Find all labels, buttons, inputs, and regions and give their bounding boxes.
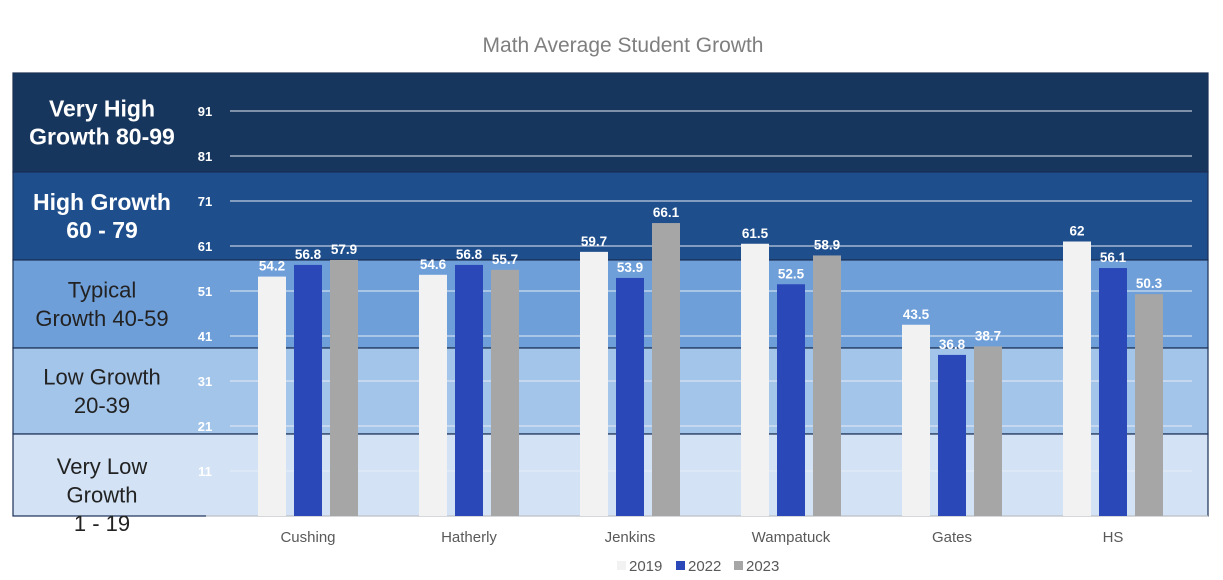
growth-band	[12, 347, 1209, 435]
y-tick-label: 41	[198, 329, 212, 344]
legend-label: 2019	[629, 558, 662, 575]
bar-2019	[580, 251, 608, 516]
y-tick-label: 11	[198, 464, 212, 479]
bar-2023	[491, 269, 519, 516]
legend-swatch	[734, 561, 743, 570]
growth-band	[12, 259, 1209, 349]
bar-2022	[938, 354, 966, 516]
y-tick-label: 51	[198, 284, 212, 299]
x-category-label: Hatherly	[441, 529, 497, 546]
data-label: 38.7	[975, 328, 1001, 343]
y-tick-label: 21	[198, 419, 212, 434]
y-tick-label: 31	[198, 374, 212, 389]
data-label: 55.7	[492, 252, 518, 267]
band-label: Growth	[67, 483, 138, 508]
band-label: Very High	[49, 96, 155, 122]
y-tick-label: 61	[198, 239, 212, 254]
x-category-label: Cushing	[280, 529, 335, 546]
band-label: 1 - 19	[74, 511, 130, 536]
band-label: 60 - 79	[66, 217, 138, 243]
bar-2023	[813, 255, 841, 516]
data-label: 36.8	[939, 337, 966, 352]
band-label: High Growth	[33, 189, 171, 215]
bar-2022	[777, 284, 805, 516]
growth-band	[12, 433, 1209, 517]
band-label: 20-39	[74, 393, 130, 418]
data-label: 56.8	[456, 247, 483, 262]
data-label: 61.5	[742, 226, 769, 241]
data-label: 58.9	[814, 237, 840, 252]
legend-label: 2022	[688, 558, 721, 575]
band-label: Growth 40-59	[35, 306, 168, 331]
data-label: 54.2	[259, 259, 285, 274]
data-label: 43.5	[903, 307, 930, 322]
band-label: Very Low	[57, 454, 148, 479]
data-label: 50.3	[1136, 276, 1163, 291]
data-label: 66.1	[653, 205, 680, 220]
bar-2019	[1063, 241, 1091, 516]
bar-2022	[616, 277, 644, 516]
data-label: 52.5	[778, 266, 805, 281]
y-tick-label: 91	[198, 104, 212, 119]
bar-2019	[419, 274, 447, 516]
bar-2023	[974, 346, 1002, 516]
data-label: 59.7	[581, 234, 607, 249]
y-tick-label: 71	[198, 194, 212, 209]
bar-2022	[294, 264, 322, 516]
legend-swatch	[617, 561, 626, 570]
data-label: 54.6	[420, 257, 447, 272]
band-label: Typical	[68, 277, 136, 302]
legend-swatch	[676, 561, 685, 570]
y-tick-label: 81	[198, 149, 212, 164]
growth-band	[12, 72, 1209, 173]
growth-band	[12, 171, 1209, 261]
bar-2022	[1099, 268, 1127, 516]
bar-2023	[1135, 294, 1163, 516]
bar-2019	[258, 276, 286, 516]
bar-2022	[455, 264, 483, 516]
bar-2023	[652, 223, 680, 517]
x-category-label: Wampatuck	[752, 529, 831, 546]
band-label: Low Growth	[43, 364, 160, 389]
data-label: 57.9	[331, 242, 357, 257]
legend-label: 2023	[746, 558, 779, 575]
x-category-label: Jenkins	[605, 529, 656, 546]
chart-title: Math Average Student Growth	[483, 34, 764, 57]
data-label: 53.9	[617, 260, 643, 275]
data-label: 56.8	[295, 247, 322, 262]
data-label: 56.1	[1100, 250, 1127, 265]
x-category-label: Gates	[932, 529, 972, 546]
bar-2023	[330, 259, 358, 516]
band-label: Growth 80-99	[29, 124, 175, 150]
bar-2019	[902, 324, 930, 516]
data-label: 62	[1069, 224, 1084, 239]
x-category-label: HS	[1103, 529, 1124, 546]
bar-2019	[741, 243, 769, 516]
